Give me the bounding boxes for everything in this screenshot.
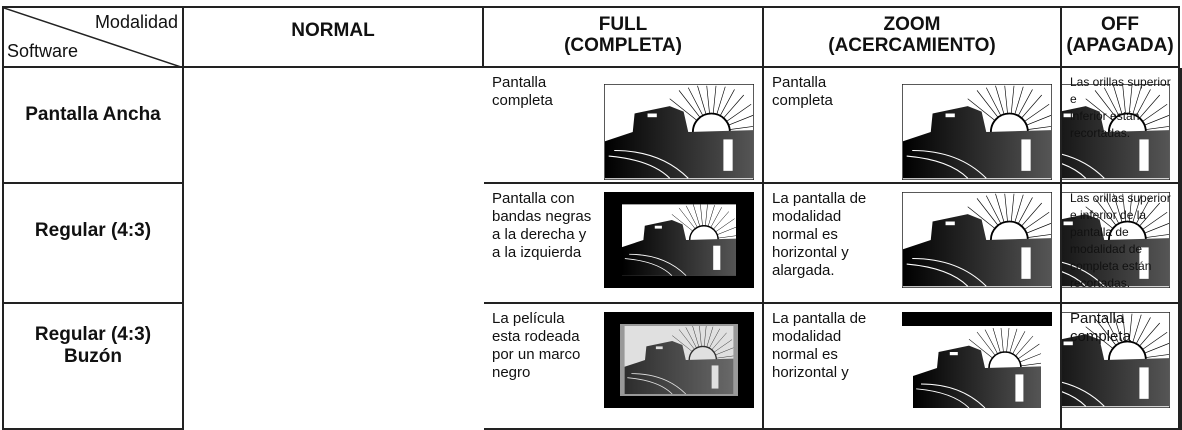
cell-text: Pantalla con bandas negras a la derecha … xyxy=(492,190,592,261)
header-cell: OFF (APAGADA) xyxy=(1062,6,1180,68)
picture xyxy=(604,312,754,413)
diagonal xyxy=(4,8,181,66)
mode-cell: Pantalla completa xyxy=(1062,304,1180,430)
mode-cell: La pantalla de modalidad normal es horiz… xyxy=(764,304,1062,430)
off-cell: OFF(APAGADA) xyxy=(1180,68,1182,184)
row-header: Pantalla Ancha xyxy=(25,104,161,125)
column-header: NORMAL xyxy=(291,20,375,41)
screen-image xyxy=(603,83,755,181)
cell-text: La pantalla de modalidad normal es horiz… xyxy=(772,190,867,279)
row-header-cell: Regular (4:3) Buzón xyxy=(2,304,184,430)
screen-image xyxy=(901,83,1053,181)
row-header: Regular (4:3) xyxy=(34,220,152,241)
mode-cell: La película esta rodeada por un marco ne… xyxy=(484,304,764,430)
picture xyxy=(901,191,1053,293)
picture xyxy=(604,192,754,293)
off-cell: OFF(APAGADA) xyxy=(1180,184,1182,304)
header-cell: FULL (COMPLETA) xyxy=(484,6,764,68)
screen-image xyxy=(902,312,1052,408)
screen-image xyxy=(604,192,754,288)
mode-cell: Pantalla con bandas negras a la derecha … xyxy=(484,184,764,304)
mode-cell: Pantalla completa xyxy=(764,68,1062,184)
mode-cell: La pantalla de modalidad normal es horiz… xyxy=(764,184,1062,304)
row-header: Regular (4:3) Buzón xyxy=(34,324,152,367)
cell-text: Las orillas superior e inferior están re… xyxy=(1070,75,1171,140)
mode-cell: Las orillas superior e inferior están re… xyxy=(1062,68,1180,184)
mode-cell: Pantalla completa xyxy=(484,68,764,184)
column-header: ZOOM (ACERCAMIENTO) xyxy=(828,14,996,56)
cell-text: Pantalla completa xyxy=(492,74,553,109)
mode-cell: Las orillas superior e inferior de la pa… xyxy=(1062,184,1180,304)
corner-top: Modalidad xyxy=(94,12,178,32)
column-header: FULL (COMPLETA) xyxy=(564,14,682,56)
header-cell: NORMAL xyxy=(184,6,484,68)
column-header: OFF (APAGADA) xyxy=(1066,14,1174,56)
header-cell: ZOOM (ACERCAMIENTO) xyxy=(764,6,1062,68)
picture xyxy=(901,83,1053,182)
cell-text: Pantalla completa xyxy=(1070,310,1131,345)
screen-image xyxy=(901,191,1053,289)
corner-bottom: Software xyxy=(7,41,79,61)
cell-text: Las orillas superior e inferior de la pa… xyxy=(1070,191,1171,290)
cell-text: Pantalla completa xyxy=(772,74,833,109)
corner-cell: Modalidad Software xyxy=(2,6,184,68)
picture xyxy=(603,83,755,182)
cell-text: La pantalla de modalidad normal es horiz… xyxy=(772,310,867,381)
cell-text: La película esta rodeada por un marco ne… xyxy=(492,310,581,381)
row-header-cell: Regular (4:3) xyxy=(2,184,184,304)
row-header-cell: Pantalla Ancha xyxy=(2,68,184,184)
picture xyxy=(902,312,1052,413)
screen-image xyxy=(604,312,754,408)
